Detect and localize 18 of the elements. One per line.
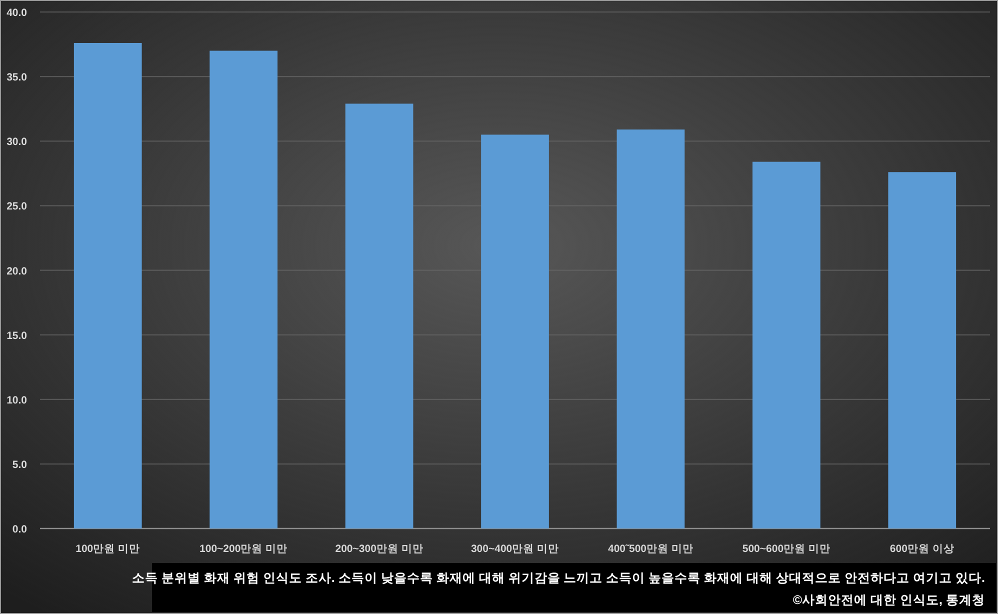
y-tick-label: 10.0 xyxy=(6,394,28,406)
x-tick-label: 100~200만원 미만 xyxy=(200,543,288,555)
y-tick-label: 30.0 xyxy=(6,136,28,148)
text: 소득 분위별 화재 위험 인식도 조사. 소득이 낮을수록 화재에 대해 위기감을 느끼고 소득이 높을수록 화재에 대해 상대적으로 안전하다고 여기고 있다. xyxy=(132,571,985,585)
y-tick-label: 25.0 xyxy=(6,200,28,213)
x-tick-label: 400˜500만원 미만 xyxy=(608,543,694,555)
x-tick-label: 100만원 미만 xyxy=(76,543,140,555)
y-tick-label: 5.0 xyxy=(12,458,28,471)
text: ©사회안전에 대한 인식도, 통계청 xyxy=(792,593,985,607)
y-tick-label: 15.0 xyxy=(6,330,28,342)
x-tick-label: 300~400만원 미만 xyxy=(470,543,560,555)
x-tick-label: 500~600만원 미만 xyxy=(742,543,830,555)
y-tick-label: 40.0 xyxy=(6,7,28,19)
y-tick-label: 20.0 xyxy=(6,265,28,278)
x-tick-label: 600만원 이상 xyxy=(890,543,954,555)
x-tick-label: 200~300만원 미만 xyxy=(335,543,424,555)
y-tick-label: 35.0 xyxy=(6,72,28,84)
y-tick-label: 0.0 xyxy=(12,524,28,536)
